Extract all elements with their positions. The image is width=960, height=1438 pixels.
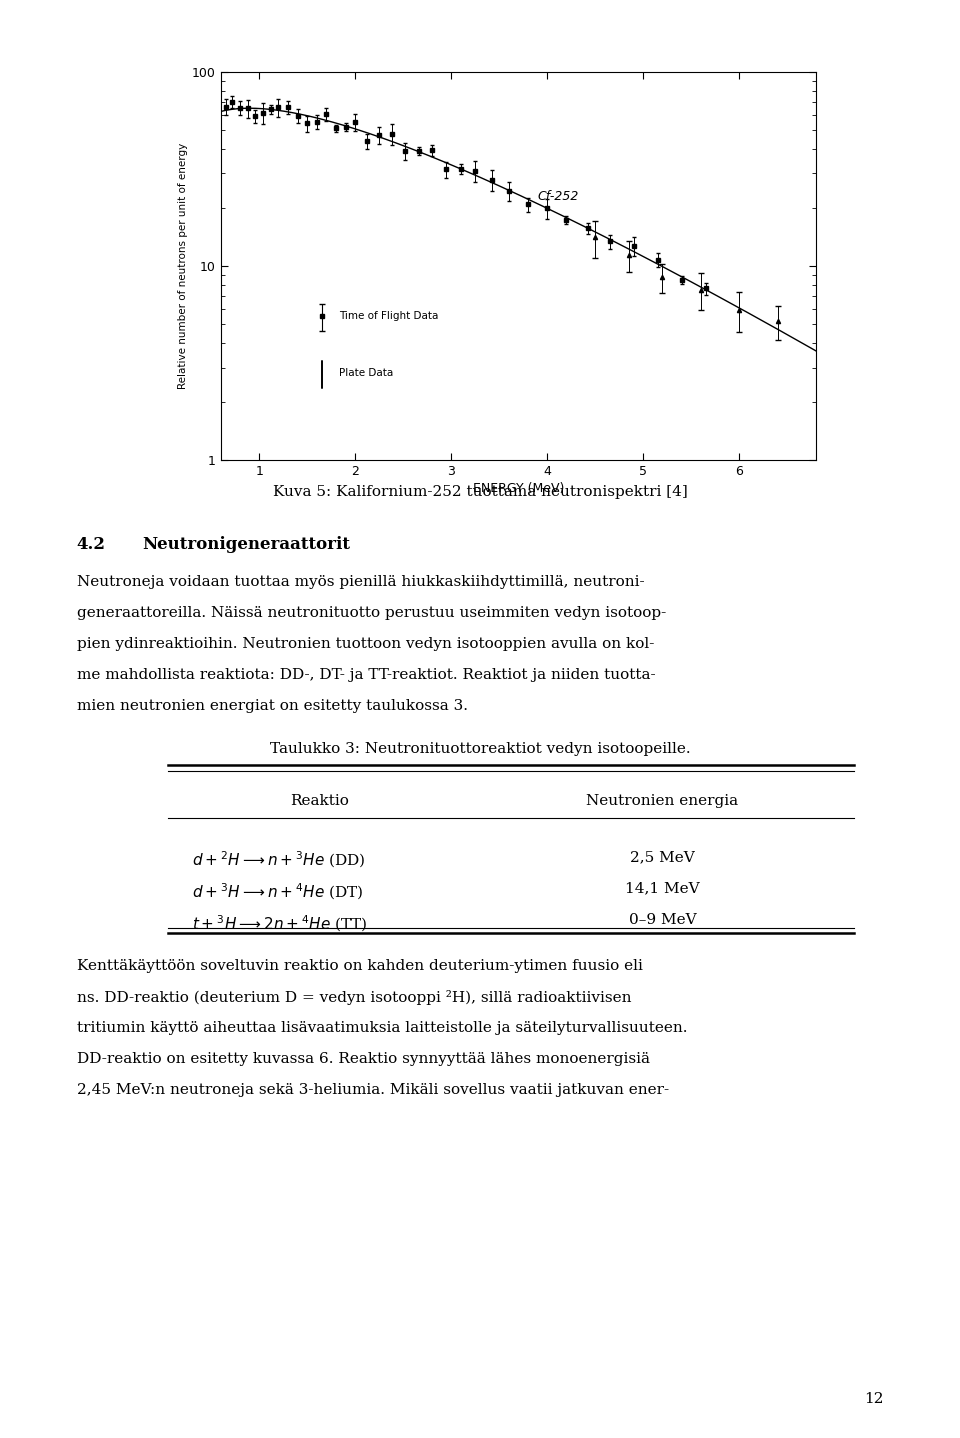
Text: Reaktio: Reaktio (290, 794, 348, 808)
Text: pien ydinreaktioihin. Neutronien tuottoon vedyn isotooppien avulla on kol-: pien ydinreaktioihin. Neutronien tuottoo… (77, 637, 654, 651)
Text: 4.2: 4.2 (77, 536, 106, 554)
Y-axis label: Relative number of neutrons per unit of energy: Relative number of neutrons per unit of … (178, 142, 188, 390)
Text: me mahdollista reaktiota: DD-, DT- ja TT-reaktiot. Reaktiot ja niiden tuotta-: me mahdollista reaktiota: DD-, DT- ja TT… (77, 667, 656, 682)
X-axis label: ENERGY (MeV): ENERGY (MeV) (472, 482, 564, 495)
Text: $d+{}^{3}H\longrightarrow n+{}^{4}He$ (DT): $d+{}^{3}H\longrightarrow n+{}^{4}He$ (D… (192, 881, 364, 902)
Text: 2,5 MeV: 2,5 MeV (630, 850, 695, 864)
Text: Neutronigeneraattorit: Neutronigeneraattorit (142, 536, 350, 554)
Text: 12: 12 (864, 1392, 883, 1406)
Text: 0–9 MeV: 0–9 MeV (629, 913, 696, 928)
Text: $t+{}^{3}H\longrightarrow 2n+{}^{4}He$ (TT): $t+{}^{3}H\longrightarrow 2n+{}^{4}He$ (… (192, 913, 368, 933)
Text: Neutronien energia: Neutronien energia (587, 794, 738, 808)
Text: Plate Data: Plate Data (339, 368, 394, 378)
Text: Kenttäkäyttöön soveltuvin reaktio on kahden deuterium-ytimen fuusio eli: Kenttäkäyttöön soveltuvin reaktio on kah… (77, 959, 642, 974)
Text: Kuva 5: Kalifornium-252 tuottama neutronispektri [4]: Kuva 5: Kalifornium-252 tuottama neutron… (273, 485, 687, 499)
Text: DD-reaktio on esitetty kuvassa 6. Reaktio synnyyttää lähes monoenergisiä: DD-reaktio on esitetty kuvassa 6. Reakti… (77, 1053, 650, 1066)
Text: Neutroneja voidaan tuottaa myös pienillä hiukkaskiihdyttimillä, neutroni-: Neutroneja voidaan tuottaa myös pienillä… (77, 575, 644, 590)
Text: 2,45 MeV:n neutroneja sekä 3-heliumia. Mikäli sovellus vaatii jatkuvan ener-: 2,45 MeV:n neutroneja sekä 3-heliumia. M… (77, 1083, 669, 1097)
Text: Taulukko 3: Neutronituottoreaktiot vedyn isotoopeille.: Taulukko 3: Neutronituottoreaktiot vedyn… (270, 742, 690, 756)
Text: generaattoreilla. Näissä neutronituotto perustuu useimmiten vedyn isotoop-: generaattoreilla. Näissä neutronituotto … (77, 607, 666, 620)
Text: Cf-252: Cf-252 (538, 190, 579, 203)
Text: ns. DD-reaktio (deuterium D = vedyn isotooppi ²H), sillä radioaktiivisen: ns. DD-reaktio (deuterium D = vedyn isot… (77, 989, 632, 1005)
Text: mien neutronien energiat on esitetty taulukossa 3.: mien neutronien energiat on esitetty tau… (77, 699, 468, 713)
Text: 14,1 MeV: 14,1 MeV (625, 881, 700, 896)
Text: Time of Flight Data: Time of Flight Data (339, 312, 439, 322)
Text: $d+{}^{2}H\longrightarrow n+{}^{3}He$ (DD): $d+{}^{2}H\longrightarrow n+{}^{3}He$ (D… (192, 850, 366, 870)
Text: tritiumin käyttö aiheuttaa lisävaatimuksia laitteistolle ja säteilyturvallisuute: tritiumin käyttö aiheuttaa lisävaatimuks… (77, 1021, 687, 1035)
